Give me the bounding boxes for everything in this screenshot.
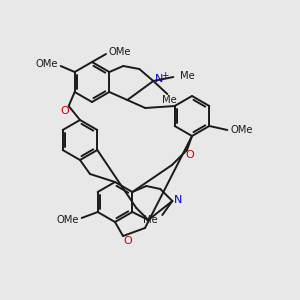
Text: Me: Me xyxy=(162,95,177,105)
Text: O: O xyxy=(60,106,69,116)
Text: N: N xyxy=(155,74,164,84)
Text: OMe: OMe xyxy=(56,215,79,225)
Text: Me: Me xyxy=(143,215,158,225)
Text: OMe: OMe xyxy=(109,47,131,57)
Text: +: + xyxy=(162,70,169,80)
Text: O: O xyxy=(124,236,132,246)
Text: N: N xyxy=(174,195,182,205)
Text: OMe: OMe xyxy=(230,125,253,135)
Text: OMe: OMe xyxy=(35,59,58,69)
Text: Me: Me xyxy=(180,71,195,81)
Text: O: O xyxy=(186,150,194,160)
